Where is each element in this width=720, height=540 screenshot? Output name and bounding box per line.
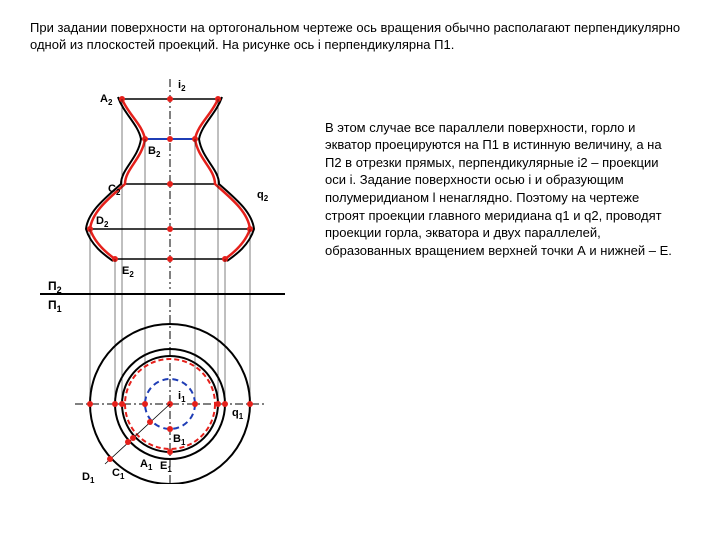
content-area: П2 П1 i2 bbox=[30, 64, 690, 484]
svg-text:D1: D1 bbox=[82, 471, 95, 484]
svg-text:A1: A1 bbox=[140, 458, 153, 472]
diagram: П2 П1 i2 bbox=[30, 64, 310, 484]
body-text: В этом случае все параллели поверхности,… bbox=[325, 64, 690, 484]
svg-text:B2: B2 bbox=[148, 145, 161, 159]
svg-text:D2: D2 bbox=[96, 215, 109, 229]
svg-text:q1: q1 bbox=[232, 407, 244, 421]
svg-text:П2: П2 bbox=[48, 279, 62, 295]
svg-text:i1: i1 bbox=[178, 390, 186, 404]
header-text: При задании поверхности на ортогональном… bbox=[30, 20, 690, 54]
svg-text:A2: A2 bbox=[100, 93, 113, 107]
svg-text:П1: П1 bbox=[48, 298, 62, 314]
svg-text:i2: i2 bbox=[178, 79, 186, 93]
svg-text:E2: E2 bbox=[122, 265, 134, 279]
svg-text:B1: B1 bbox=[173, 433, 186, 447]
svg-text:q2: q2 bbox=[257, 189, 269, 203]
